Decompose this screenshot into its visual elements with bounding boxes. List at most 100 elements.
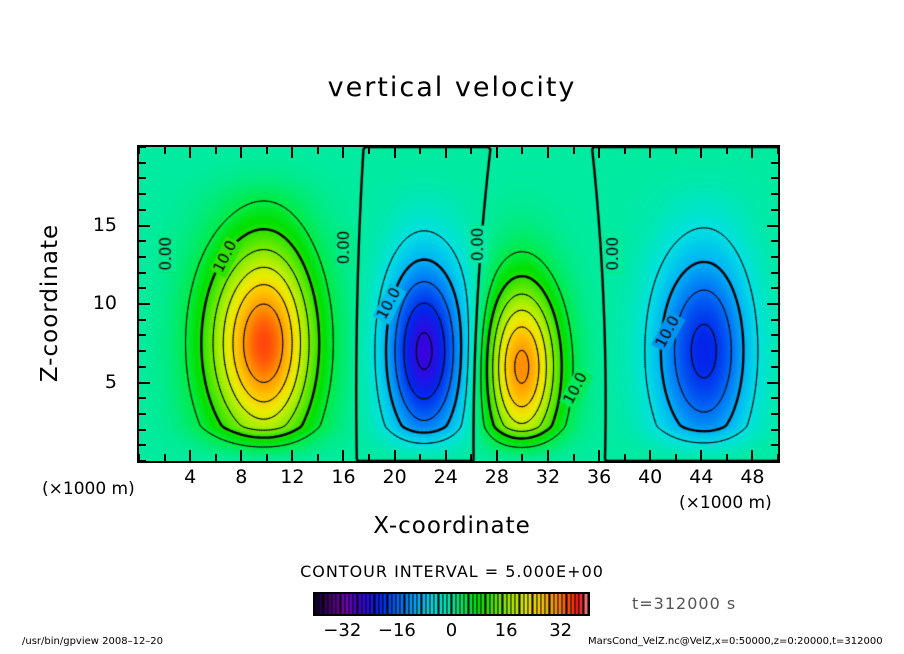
- x-tick-top-6: [214, 147, 217, 154]
- y-tick-16: [139, 208, 146, 211]
- x-tick-2: [163, 454, 166, 461]
- y-tick-2: [139, 428, 146, 431]
- y-tick-right-15: [767, 224, 778, 227]
- x-tick-44: [700, 450, 703, 461]
- x-tick-label-16: 16: [331, 466, 356, 488]
- x-tick-top-4: [189, 147, 192, 158]
- x-tick-label-40: 40: [638, 466, 663, 488]
- x-tick-label-20: 20: [382, 466, 407, 488]
- y-tick-right-20: [771, 147, 778, 148]
- y-tick-20: [139, 147, 146, 148]
- x-tick-4: [189, 450, 192, 461]
- colorbar-tick-label--32: −32: [323, 620, 362, 641]
- x-tick-top-8: [240, 147, 243, 158]
- y-tick-label-10: 10: [92, 292, 117, 314]
- y-tick-label-5: 5: [104, 370, 117, 393]
- x-tick-32: [546, 450, 549, 461]
- x-tick-top-48: [751, 147, 754, 158]
- x-tick-18: [368, 454, 371, 461]
- y-axis-title: Z-coordinate: [37, 223, 63, 383]
- x-tick-label-12: 12: [280, 466, 305, 488]
- page-title: vertical velocity: [327, 72, 577, 103]
- x-tick-top-42: [674, 147, 677, 154]
- x-tick-top-26: [470, 147, 473, 154]
- x-tick-top-40: [649, 147, 652, 158]
- y-tick-4: [139, 397, 146, 400]
- x-tick-top-2: [163, 147, 166, 154]
- y-tick-right-7: [771, 350, 778, 353]
- y-tick-0: [139, 460, 146, 461]
- x-tick-top-28: [495, 147, 498, 158]
- x-tick-26: [470, 454, 473, 461]
- y-tick-10: [139, 303, 150, 305]
- y-tick-11: [139, 287, 146, 290]
- y-tick-right-11: [771, 287, 778, 290]
- x-tick-12: [291, 450, 294, 461]
- colorbar: [313, 592, 590, 616]
- x-tick-40: [649, 450, 652, 461]
- contour-interval-label: CONTOUR INTERVAL = 5.000E+00: [300, 562, 604, 581]
- y-tick-12: [139, 271, 146, 274]
- y-tick-17: [139, 193, 146, 196]
- x-tick-50: [777, 454, 778, 461]
- y-tick-14: [139, 240, 146, 243]
- contour-plot-panel: [137, 145, 780, 463]
- x-tick-8: [240, 450, 243, 461]
- x-tick-top-36: [598, 147, 601, 158]
- y-tick-right-18: [771, 177, 778, 180]
- y-tick-right-0: [771, 460, 778, 461]
- x-tick-label-44: 44: [689, 466, 714, 488]
- x-tick-top-44: [700, 147, 703, 158]
- x-axis-title: X-coordinate: [373, 513, 531, 539]
- x-tick-top-24: [444, 147, 447, 158]
- y-tick-right-16: [771, 208, 778, 211]
- x-tick-top-38: [623, 147, 626, 154]
- colorbar-canvas: [315, 594, 588, 614]
- x-tick-24: [444, 450, 447, 461]
- x-tick-top-14: [316, 147, 319, 154]
- x-tick-46: [725, 454, 728, 461]
- y-tick-right-5: [767, 381, 778, 384]
- x-tick-38: [623, 454, 626, 461]
- y-tick-right-17: [771, 193, 778, 196]
- x-tick-20: [393, 450, 396, 461]
- y-tick-15: [139, 224, 150, 227]
- x-tick-top-20: [393, 147, 396, 158]
- x-axis-unit-label: (×1000 m): [679, 493, 772, 513]
- x-tick-label-4: 4: [184, 466, 197, 488]
- x-tick-0: [139, 454, 140, 461]
- x-tick-label-48: 48: [740, 466, 765, 488]
- x-tick-top-32: [546, 147, 549, 158]
- x-tick-6: [214, 454, 217, 461]
- x-tick-30: [521, 454, 524, 461]
- x-tick-top-10: [265, 147, 268, 154]
- y-tick-1: [139, 444, 146, 447]
- x-tick-top-0: [139, 147, 140, 154]
- y-tick-right-8: [771, 334, 778, 337]
- y-tick-right-9: [771, 318, 778, 321]
- y-tick-right-13: [771, 255, 778, 258]
- x-tick-36: [598, 450, 601, 461]
- y-tick-right-19: [771, 161, 778, 164]
- y-tick-right-1: [771, 444, 778, 447]
- footer-dataset-label: MarsCond_VelZ.nc@VelZ,x=0:50000,z=0:2000…: [588, 636, 883, 647]
- y-tick-19: [139, 161, 146, 164]
- y-tick-label-15: 15: [92, 213, 117, 236]
- colorbar-tick-label-0: 0: [445, 620, 458, 641]
- time-stamp-label: t=312000 s: [632, 594, 737, 613]
- y-axis-unit-label: (×1000 m): [42, 479, 135, 499]
- x-tick-top-50: [777, 147, 778, 154]
- x-tick-28: [495, 450, 498, 461]
- y-tick-8: [139, 334, 146, 337]
- x-tick-label-28: 28: [484, 466, 509, 488]
- colorbar-tick-label-32: 32: [549, 620, 573, 641]
- x-tick-22: [419, 454, 422, 461]
- y-tick-right-3: [771, 412, 778, 415]
- x-tick-10: [265, 454, 268, 461]
- y-tick-18: [139, 177, 146, 180]
- x-tick-top-12: [291, 147, 294, 158]
- y-tick-right-4: [771, 397, 778, 400]
- y-tick-9: [139, 318, 146, 321]
- colorbar-tick-label--16: −16: [377, 620, 416, 641]
- y-tick-right-14: [771, 240, 778, 243]
